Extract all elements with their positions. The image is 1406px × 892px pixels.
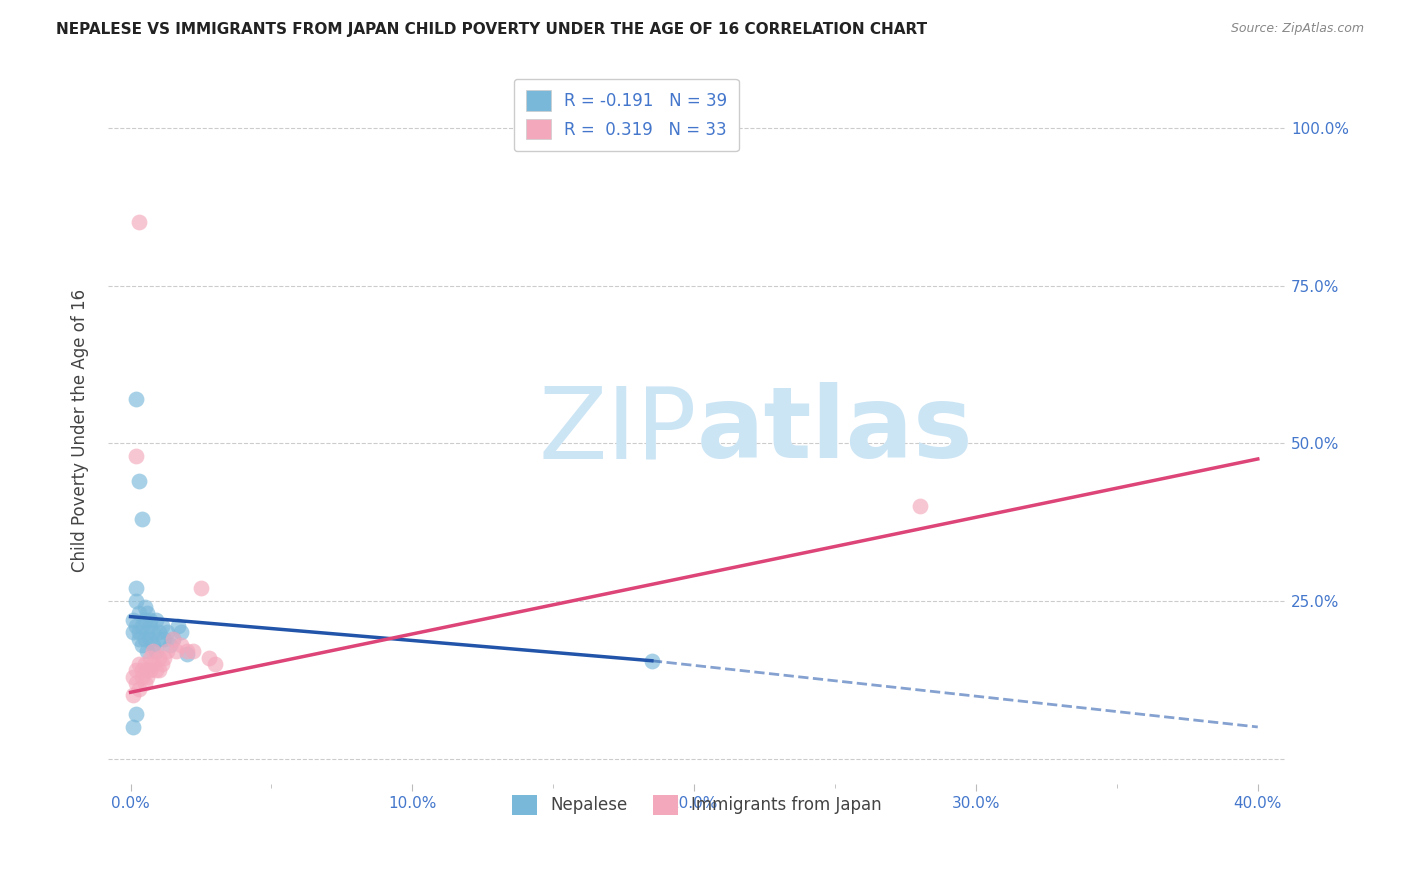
Point — [156, 644, 179, 658]
Point — [176, 648, 198, 662]
Point — [128, 607, 150, 621]
Point — [167, 619, 190, 633]
Point — [139, 632, 162, 646]
Point — [122, 689, 145, 703]
Point — [128, 474, 150, 488]
Point — [125, 663, 148, 677]
Point — [122, 613, 145, 627]
Point — [150, 657, 173, 671]
Point — [153, 650, 176, 665]
Point — [125, 581, 148, 595]
Point — [125, 594, 148, 608]
Point — [198, 650, 221, 665]
Point — [134, 676, 156, 690]
Point — [153, 632, 176, 646]
Point — [125, 619, 148, 633]
Point — [134, 600, 156, 615]
Point — [131, 638, 153, 652]
Point — [641, 654, 664, 668]
Point — [122, 669, 145, 683]
Point — [136, 607, 159, 621]
Legend: Nepalese, Immigrants from Japan: Nepalese, Immigrants from Japan — [502, 784, 891, 825]
Point — [148, 650, 170, 665]
Text: ZIP: ZIP — [538, 382, 697, 479]
Point — [122, 720, 145, 734]
Text: NEPALESE VS IMMIGRANTS FROM JAPAN CHILD POVERTY UNDER THE AGE OF 16 CORRELATION : NEPALESE VS IMMIGRANTS FROM JAPAN CHILD … — [56, 22, 928, 37]
Point — [181, 644, 204, 658]
Point — [162, 632, 184, 646]
Point — [128, 682, 150, 697]
Point — [148, 632, 170, 646]
Point — [134, 632, 156, 646]
Text: atlas: atlas — [697, 382, 973, 479]
Point — [908, 500, 931, 514]
Point — [170, 625, 193, 640]
Point — [125, 449, 148, 463]
Point — [162, 632, 184, 646]
Point — [131, 619, 153, 633]
Y-axis label: Child Poverty Under the Age of 16: Child Poverty Under the Age of 16 — [72, 289, 89, 572]
Point — [142, 657, 165, 671]
Point — [170, 638, 193, 652]
Point — [156, 625, 179, 640]
Point — [125, 392, 148, 406]
Point — [139, 619, 162, 633]
Point — [136, 669, 159, 683]
Point — [128, 657, 150, 671]
Point — [190, 581, 212, 595]
Point — [145, 644, 167, 658]
Point — [136, 663, 159, 677]
Text: Source: ZipAtlas.com: Source: ZipAtlas.com — [1230, 22, 1364, 36]
Point — [122, 625, 145, 640]
Point — [150, 619, 173, 633]
Point — [128, 632, 150, 646]
Point — [142, 625, 165, 640]
Point — [136, 644, 159, 658]
Point — [176, 644, 198, 658]
Point — [128, 625, 150, 640]
Point — [139, 650, 162, 665]
Point — [131, 669, 153, 683]
Point — [142, 644, 165, 658]
Point — [145, 613, 167, 627]
Point — [131, 512, 153, 526]
Point — [142, 638, 165, 652]
Point — [128, 215, 150, 229]
Point — [148, 625, 170, 640]
Point — [134, 657, 156, 671]
Point — [145, 663, 167, 677]
Point — [125, 707, 148, 722]
Point — [134, 613, 156, 627]
Point — [139, 663, 162, 677]
Point — [139, 613, 162, 627]
Point — [148, 663, 170, 677]
Point — [131, 663, 153, 677]
Point — [204, 657, 226, 671]
Point — [136, 625, 159, 640]
Point — [165, 644, 187, 658]
Point — [125, 676, 148, 690]
Point — [159, 638, 181, 652]
